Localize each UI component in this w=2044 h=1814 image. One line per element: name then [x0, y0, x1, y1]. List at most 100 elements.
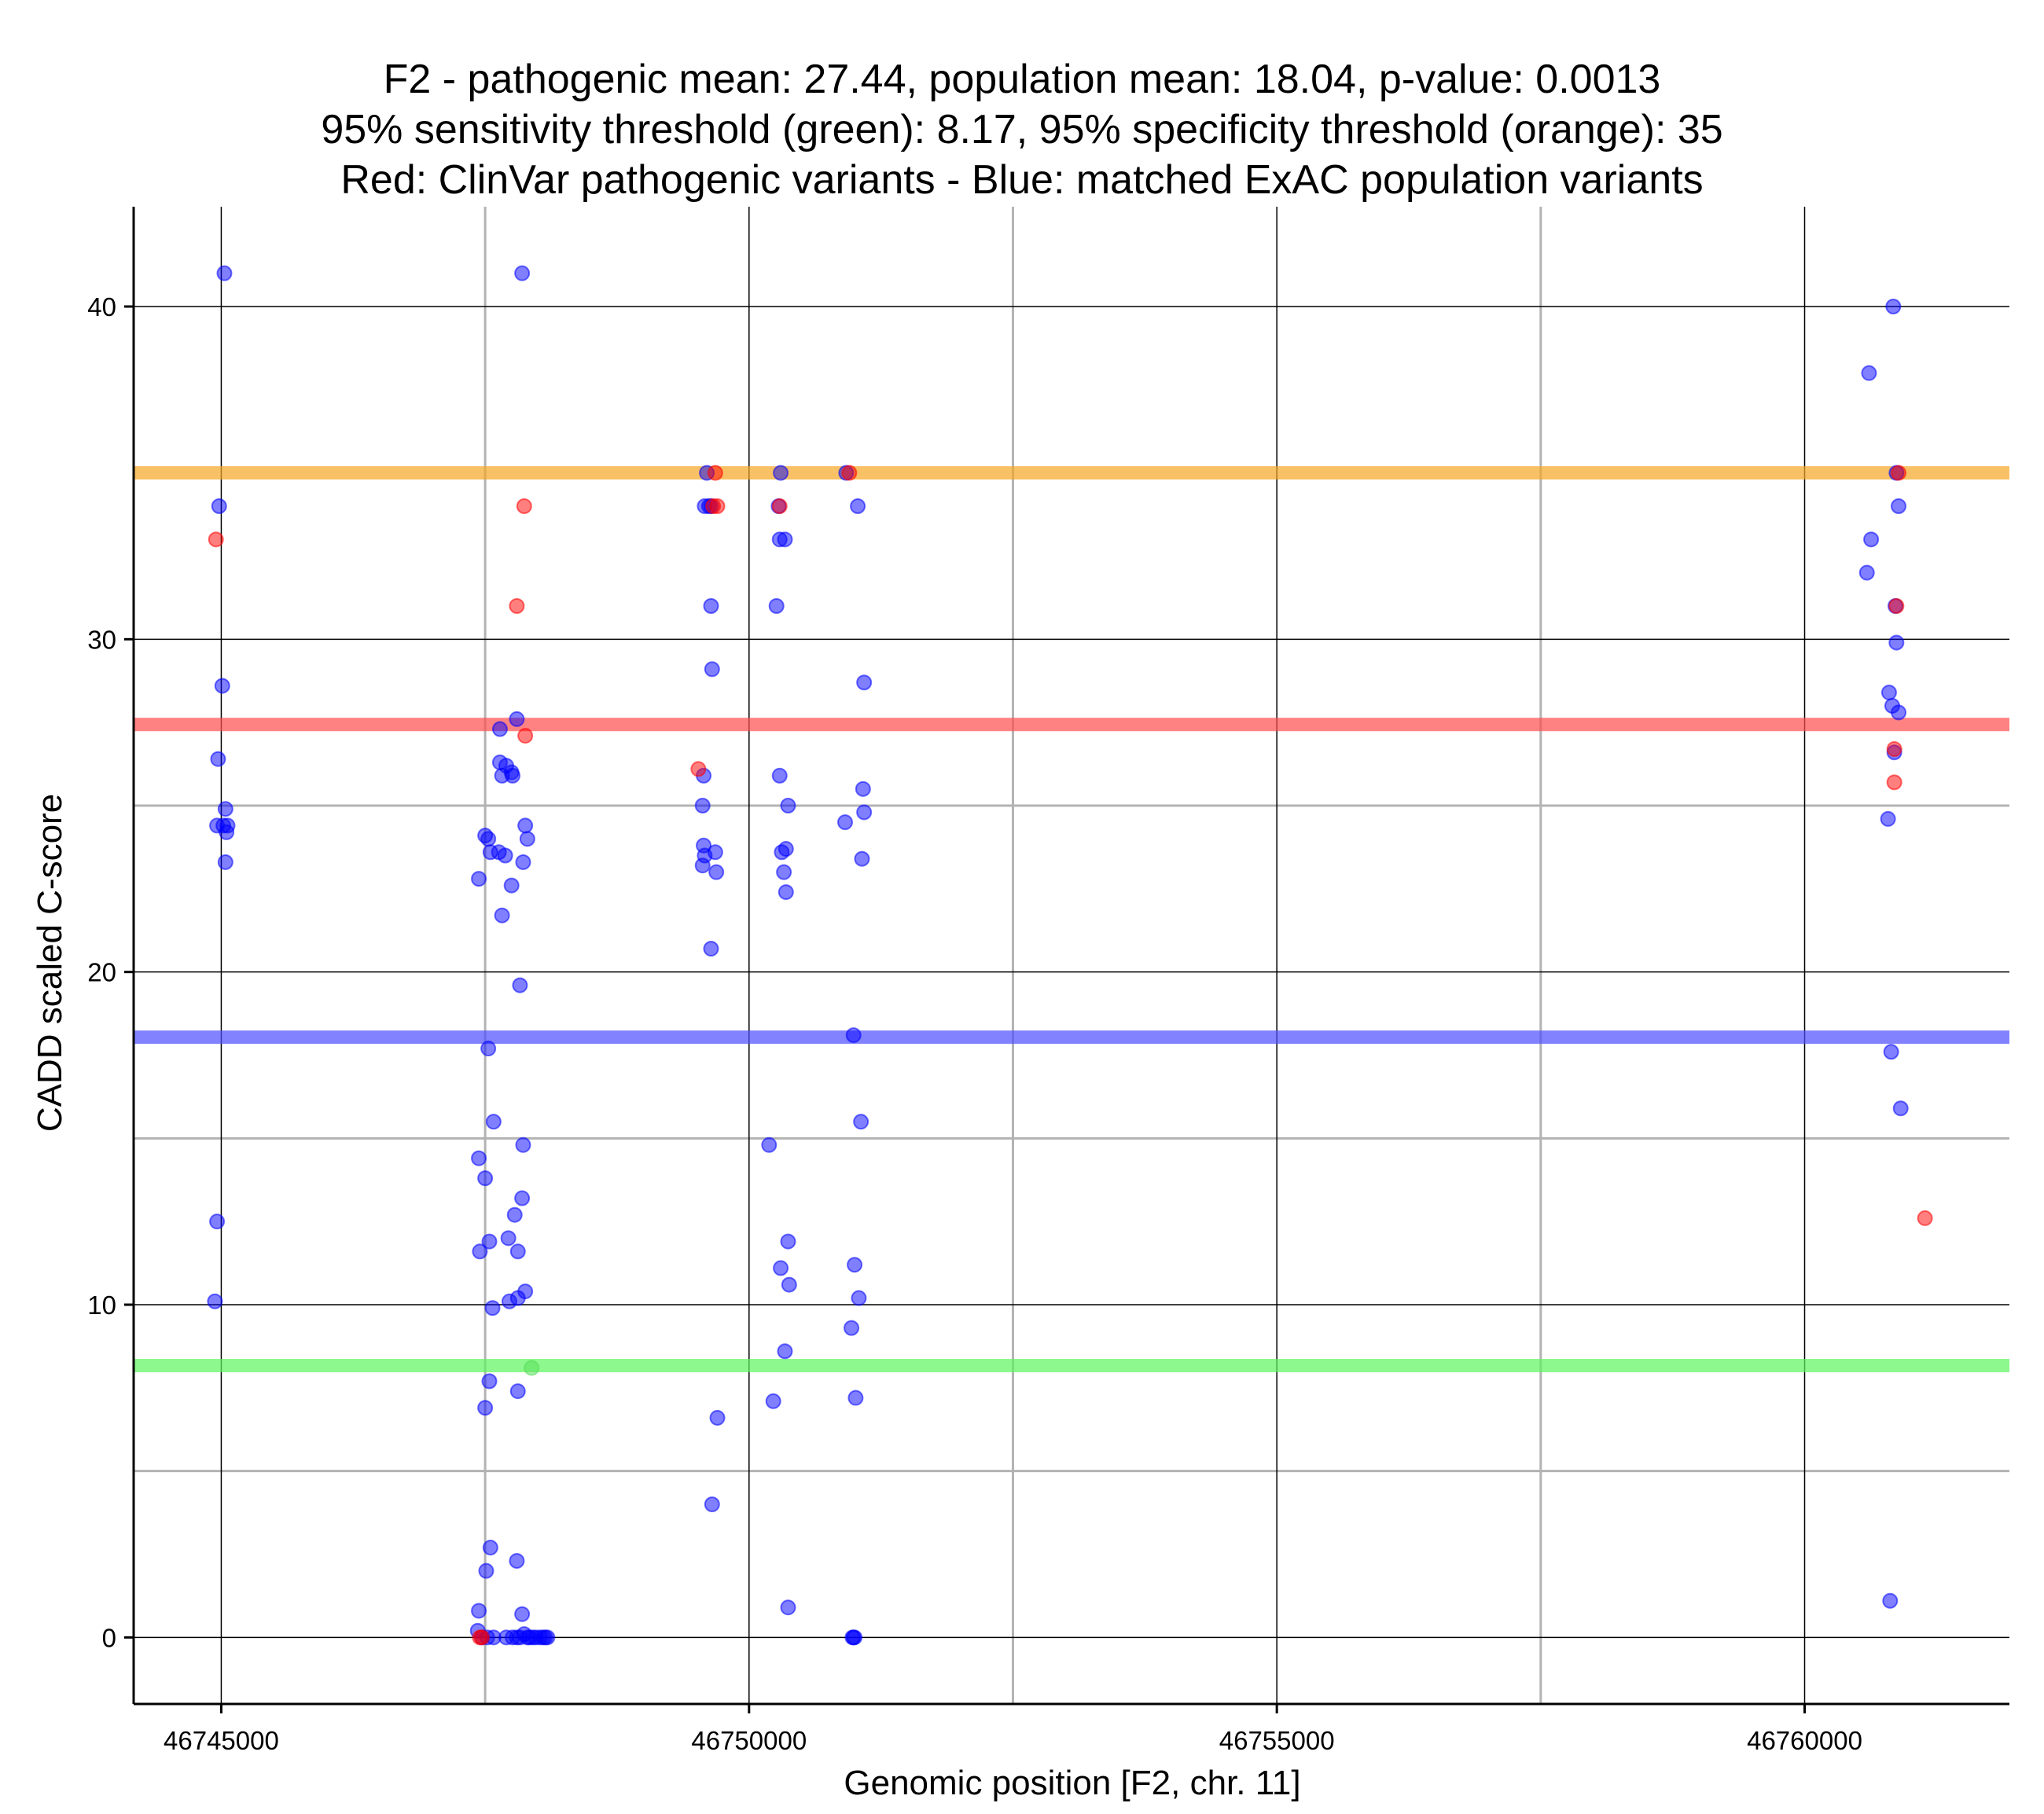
population-variant-point: [519, 831, 535, 847]
population-variant-point: [847, 1257, 863, 1273]
population-variant-point: [704, 661, 720, 677]
population-variant-point: [480, 1041, 497, 1057]
population-variant-point: [481, 1233, 498, 1250]
population-variant-point: [514, 1190, 531, 1206]
population-variant-point: [707, 844, 723, 861]
population-variant-point: [844, 1320, 860, 1336]
population-variant-point: [471, 1603, 487, 1619]
population-variant-point: [1883, 1044, 1899, 1060]
title-line-3: Red: ClinVar pathogenic variants - Blue:…: [340, 157, 1703, 203]
population-variant-point: [856, 674, 873, 691]
y-axis-label: CADD scaled C-score: [31, 794, 69, 1132]
population-variant-point: [482, 1540, 498, 1556]
population-variant-point: [1863, 531, 1880, 548]
population-variant-point: [765, 1393, 781, 1409]
population-variant-point: [491, 721, 508, 737]
population-variant-point: [217, 801, 233, 817]
grid-lines: [134, 207, 2009, 1704]
population-variant-point: [850, 498, 866, 514]
tick-labels: 0 10 20 30 40 46745000 46750000 46755000 4676000…: [87, 292, 1862, 1755]
population-variant-point: [509, 711, 525, 727]
pathogenic-variant-point: [709, 498, 726, 514]
pathogenic-variant-point: [208, 531, 224, 548]
population-variant-point: [512, 977, 528, 993]
population-variant-point: [509, 1243, 526, 1260]
population-variant-point: [1892, 1100, 1909, 1117]
population-variant-point: [709, 1409, 726, 1426]
pathogenic-variant-point: [707, 465, 723, 481]
x-tick-label: 46745000: [164, 1726, 279, 1755]
title-line-2: 95% sensitivity threshold (green): 8.17,…: [321, 107, 1722, 152]
reference-lines: [134, 466, 2009, 1372]
population-variant-point: [768, 598, 785, 614]
population-variant-point: [514, 1606, 531, 1622]
population-variant-point: [1880, 685, 1897, 701]
population-variant-point: [836, 814, 853, 831]
population-variant-point: [703, 941, 719, 957]
population-variant-point: [1861, 365, 1877, 381]
pathogenic-variant-point: [1917, 1210, 1933, 1226]
population-variant-point: [515, 854, 531, 870]
population-variant-point: [209, 1214, 226, 1230]
population-variant-point: [777, 531, 793, 548]
population-variant-point: [1882, 1592, 1899, 1609]
population-variant-point: [845, 1027, 862, 1044]
population-variant-point: [517, 1283, 534, 1300]
population-variant-point: [472, 1243, 488, 1260]
population-variant-point: [210, 751, 226, 767]
population-variant-point: [778, 884, 794, 901]
population-variant-point: [477, 1400, 494, 1416]
population-variant-point: [1888, 634, 1905, 651]
y-tick-label: 20: [87, 958, 116, 987]
population-variant-point: [761, 1137, 778, 1153]
population-variant-point: [214, 677, 230, 694]
pathogenic-variant-point: [1886, 741, 1902, 758]
axes: [132, 207, 2009, 1706]
population-variant-point: [854, 850, 870, 867]
chart-title: F2 - pathogenic mean: 27.44, population …: [321, 57, 1722, 203]
y-tick-label: 10: [87, 1291, 116, 1320]
title-line-1: F2 - pathogenic mean: 27.44, population …: [384, 57, 1661, 102]
pathogenic-variant-point: [1891, 465, 1907, 481]
population-variant-point: [219, 824, 235, 840]
population-variant-point: [777, 1343, 793, 1360]
pathogenic-variant-point: [517, 728, 534, 744]
population-variant-point: [780, 1599, 796, 1616]
population-variant-point: [216, 265, 233, 281]
pathogenic-variant-point: [1886, 774, 1902, 791]
population-variant-point: [704, 1496, 720, 1512]
population-variant-point: [1880, 810, 1896, 827]
population-variant-point: [771, 767, 788, 784]
pathogenic-variant-point: [516, 498, 532, 514]
y-tick-label: 0: [102, 1623, 116, 1652]
population-variant-point: [856, 804, 873, 821]
pathogenic-variant-point: [1888, 598, 1905, 614]
population-variant-point: [481, 1373, 498, 1390]
threshold-point: [524, 1360, 540, 1376]
population-variant-point: [1858, 564, 1875, 581]
population-variant-point: [1885, 299, 1902, 314]
population-variant-point: [505, 767, 521, 784]
population-variant-point: [708, 864, 725, 880]
population-variant-point: [503, 877, 520, 894]
population-variant-point: [485, 1114, 502, 1130]
pathogenic-variant-point: [509, 598, 525, 614]
population-variant-point: [780, 798, 796, 813]
population-variant-point: [773, 1260, 789, 1276]
x-tick-label: 46755000: [1219, 1726, 1335, 1755]
population-variant-point: [778, 841, 794, 857]
population-variant-point: [471, 871, 487, 887]
population-variant-point: [515, 1137, 531, 1153]
population-variant-point: [514, 265, 531, 281]
population-variant-point: [694, 798, 711, 813]
pathogenic-variant-point: [841, 465, 858, 481]
population-variant-point: [780, 1233, 796, 1250]
data-points: [207, 265, 1933, 1646]
population-variant-point: [471, 1150, 487, 1166]
population-variant-point: [477, 1170, 494, 1187]
population-variant-point: [851, 1290, 867, 1306]
population-variant-point: [776, 864, 792, 880]
x-tick-label: 46760000: [1747, 1726, 1862, 1755]
population-variant-point: [217, 854, 233, 870]
